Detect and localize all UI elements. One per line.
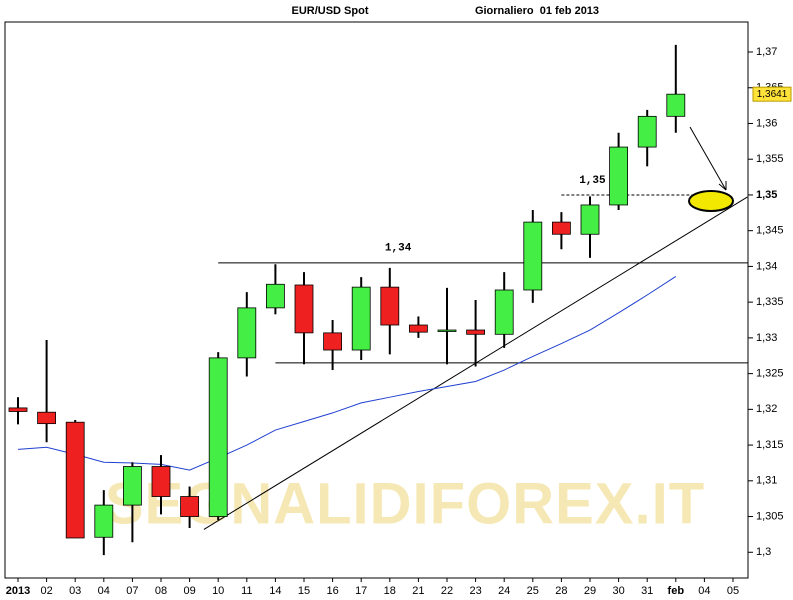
y-tick-label: 1,35 xyxy=(756,189,777,201)
x-tick-label: 21 xyxy=(412,585,424,597)
x-tick-label: 30 xyxy=(612,585,624,597)
level-label: 1,35 xyxy=(579,175,606,187)
x-tick-label: 17 xyxy=(355,585,367,597)
candle-body xyxy=(94,504,114,538)
x-tick-label: 05 xyxy=(727,585,739,597)
y-tick-label: 1,34 xyxy=(756,260,777,272)
candle-body xyxy=(609,146,628,206)
x-tick-label: 04 xyxy=(698,585,710,597)
x-tick-label: 11 xyxy=(241,585,252,597)
y-tick-label: 1,305 xyxy=(756,510,784,522)
candle-body xyxy=(180,496,200,517)
candle-body xyxy=(380,286,400,326)
chart-title: EUR/USD Spot xyxy=(292,5,369,17)
x-tick-label: 09 xyxy=(183,585,195,597)
candle-body xyxy=(294,284,314,334)
x-tick-label: 29 xyxy=(584,585,596,597)
x-tick-label: 15 xyxy=(298,585,310,597)
x-tick-label: 08 xyxy=(155,585,167,597)
candle-body xyxy=(208,357,228,517)
y-tick-label: 1,325 xyxy=(756,368,784,380)
last-price-label: 1,3641 xyxy=(757,89,788,100)
y-tick-label: 1,335 xyxy=(756,296,784,308)
candle-body xyxy=(151,466,171,497)
candle-body xyxy=(408,324,428,333)
y-tick-label: 1,31 xyxy=(756,475,777,487)
x-tick-label: 02 xyxy=(40,585,52,597)
x-tick-label: 07 xyxy=(126,585,138,597)
x-tick-label: 14 xyxy=(269,585,281,597)
arrow xyxy=(689,126,727,191)
chart-subtitle: Giornaliero 01 feb 2013 xyxy=(475,5,599,17)
watermark: SEGNALIDIFOREX.IT xyxy=(105,471,705,536)
last-price-box xyxy=(752,86,792,102)
candle-body xyxy=(666,93,686,117)
y-tick-label: 1,3 xyxy=(756,546,771,558)
candle-body xyxy=(552,221,571,235)
x-tick-label: 31 xyxy=(641,585,653,597)
x-tick-label: 03 xyxy=(69,585,81,597)
candle-body xyxy=(351,286,371,351)
candle-body xyxy=(637,115,657,148)
candle-body xyxy=(65,421,85,539)
candle-body xyxy=(265,283,285,309)
x-tick-label: 2013 xyxy=(6,585,30,597)
y-tick-label: 1,345 xyxy=(756,225,784,237)
y-tick-label: 1,315 xyxy=(756,439,784,451)
y-tick-label: 1,37 xyxy=(756,46,777,58)
moving-average xyxy=(17,275,677,471)
candle-body xyxy=(580,204,600,235)
y-tick-label: 1,33 xyxy=(756,332,777,344)
x-tick-label: 24 xyxy=(498,585,510,597)
arrow-head xyxy=(718,181,727,191)
y-tick-label: 1,36 xyxy=(756,117,777,129)
y-tick-label: 1,32 xyxy=(756,403,777,415)
candle-body xyxy=(494,289,514,335)
candle-body xyxy=(8,407,28,412)
candle-body xyxy=(466,329,486,335)
x-tick-label: 25 xyxy=(527,585,539,597)
candle-body xyxy=(123,466,142,506)
x-tick-label: 10 xyxy=(212,585,224,597)
level-label: 1,34 xyxy=(385,243,412,255)
candle-body xyxy=(323,332,343,351)
x-tick-label: 16 xyxy=(326,585,338,597)
highlight-ellipse xyxy=(688,190,734,212)
candle-body xyxy=(37,411,56,425)
candle-body xyxy=(523,221,543,291)
x-tick-label: feb xyxy=(668,585,685,597)
x-tick-label: 28 xyxy=(555,585,567,597)
x-tick-label: 18 xyxy=(384,585,396,597)
x-tick-label: 23 xyxy=(469,585,481,597)
x-tick-label: 22 xyxy=(441,585,453,597)
candle-body xyxy=(437,329,457,332)
candle-body xyxy=(237,307,257,359)
y-tick-label: 1,355 xyxy=(756,153,784,165)
x-tick-label: 04 xyxy=(98,585,110,597)
